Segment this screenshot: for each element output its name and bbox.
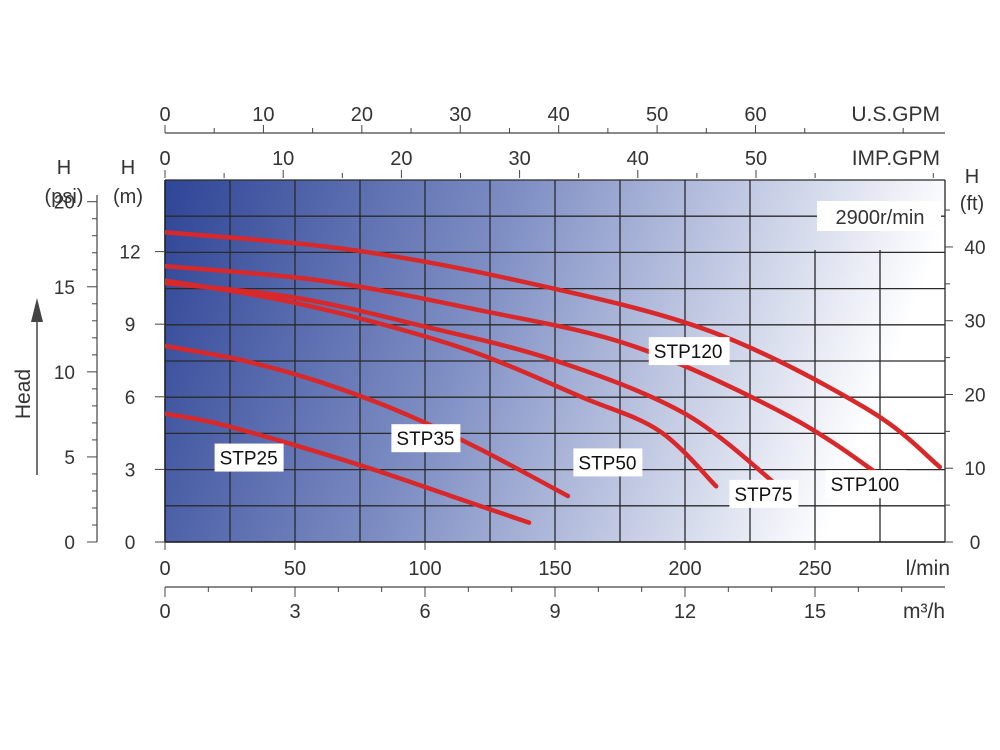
curve-label-stp120: STP120 bbox=[654, 342, 723, 363]
m-axis-tick-label: 9 bbox=[125, 315, 136, 336]
curve-label-background bbox=[729, 479, 799, 508]
l-min-axis-tick-label: 100 bbox=[408, 558, 441, 580]
m-axis-label-line1: H bbox=[121, 157, 135, 179]
us-gpm-axis-tick-label: 10 bbox=[252, 104, 274, 126]
curve-label-stp25: STP25 bbox=[220, 449, 278, 470]
psi-axis-tick-label: 20 bbox=[54, 193, 75, 214]
ft-axis-tick-label: 10 bbox=[964, 459, 985, 480]
curve-stp35 bbox=[165, 343, 571, 499]
us-gpm-axis-tick-label: 50 bbox=[646, 104, 668, 126]
psi-axis-label-line1: H bbox=[57, 157, 71, 179]
ft-axis-tick-label: 30 bbox=[964, 312, 985, 333]
curve-stp75 bbox=[165, 280, 784, 492]
head-axis-indicator: Head bbox=[12, 298, 43, 475]
l-min-axis-tick-label: 200 bbox=[668, 558, 701, 580]
head-arrow-icon bbox=[31, 298, 43, 322]
us-gpm-axis-label: U.S.GPM bbox=[851, 103, 940, 126]
m-axis-tick-label: 3 bbox=[125, 460, 136, 481]
imp-gpm-axis-tick-label: 0 bbox=[159, 148, 170, 170]
curve-label-background bbox=[825, 470, 907, 499]
m3h-axis-tick-label: 3 bbox=[289, 601, 300, 623]
curve-label-background bbox=[391, 424, 461, 453]
curve-label-stp75: STP75 bbox=[734, 485, 792, 506]
curve-label-stp50: STP50 bbox=[578, 453, 636, 474]
l-min-axis-tick-label: 0 bbox=[159, 558, 170, 580]
m3h-axis-tick-label: 9 bbox=[549, 601, 560, 623]
l-min-axis-tick-label: 50 bbox=[284, 558, 306, 580]
psi-axis-tick-label: 0 bbox=[64, 533, 75, 554]
us-gpm-axis-tick-label: 40 bbox=[548, 104, 570, 126]
curve-label-background bbox=[214, 443, 284, 472]
curve-stp50 bbox=[165, 278, 719, 489]
psi-axis-label-line2: (psi) bbox=[45, 186, 84, 208]
psi-axis-tick-label: 5 bbox=[64, 448, 75, 469]
speed-label: 2900r/min bbox=[836, 207, 925, 229]
curve-label-background bbox=[573, 448, 643, 477]
imp-gpm-axis-tick-label: 40 bbox=[627, 148, 649, 170]
us-gpm-axis-tick-label: 60 bbox=[744, 104, 766, 126]
us-gpm-axis-tick-label: 30 bbox=[449, 104, 471, 126]
curve-label-background bbox=[648, 337, 730, 366]
curve-label-stp35: STP35 bbox=[396, 429, 454, 450]
ft-axis-label-line1: H bbox=[965, 166, 979, 188]
us-gpm-axis-tick-label: 20 bbox=[351, 104, 373, 126]
head-axis-label: Head bbox=[12, 369, 35, 419]
m3h-axis-tick-label: 0 bbox=[159, 601, 170, 623]
imp-gpm-axis-tick-label: 10 bbox=[272, 148, 294, 170]
curve-stp25 bbox=[165, 411, 532, 525]
curve-label-stp100: STP100 bbox=[831, 475, 900, 496]
m-axis-tick-label: 0 bbox=[125, 533, 136, 554]
m3h-axis-tick-label: 6 bbox=[419, 601, 430, 623]
psi-axis-tick-label: 10 bbox=[54, 363, 75, 384]
l-min-axis-tick-label: 150 bbox=[538, 558, 571, 580]
ft-axis-label-line2: (ft) bbox=[960, 193, 984, 215]
imp-gpm-axis-label: IMP.GPM bbox=[852, 147, 940, 170]
m3h-axis-tick-label: 15 bbox=[804, 601, 826, 623]
curve-labels: STP25 STP35 STP50 STP75 STP100 STP120 bbox=[214, 337, 907, 508]
curves bbox=[165, 229, 943, 525]
m3h-axis-tick-label: 12 bbox=[674, 601, 696, 623]
ft-axis-tick-label: 0 bbox=[970, 533, 981, 554]
grid-lines bbox=[164, 179, 946, 543]
ft-axis-tick-label: 40 bbox=[964, 238, 985, 259]
ft-axis-tick-label: 20 bbox=[964, 385, 985, 406]
imp-gpm-axis-tick-label: 30 bbox=[508, 148, 530, 170]
m-axis-label-line2: (m) bbox=[113, 186, 143, 208]
l-min-axis-label: l/min bbox=[906, 557, 950, 580]
m-axis-tick-label: 6 bbox=[125, 388, 136, 409]
m3h-axis-label: m³/h bbox=[903, 600, 945, 623]
l-min-axis-tick-label: 250 bbox=[798, 558, 831, 580]
imp-gpm-axis-tick-label: 20 bbox=[390, 148, 412, 170]
speed-label-box: 2900r/min bbox=[817, 201, 941, 231]
imp-gpm-axis-tick-label: 50 bbox=[745, 148, 767, 170]
curve-stp120 bbox=[165, 229, 943, 470]
psi-axis-tick-label: 15 bbox=[54, 278, 75, 299]
m-axis-tick-label: 12 bbox=[119, 243, 140, 264]
curve-stp100 bbox=[165, 263, 888, 482]
us-gpm-axis-tick-label: 0 bbox=[159, 104, 170, 126]
